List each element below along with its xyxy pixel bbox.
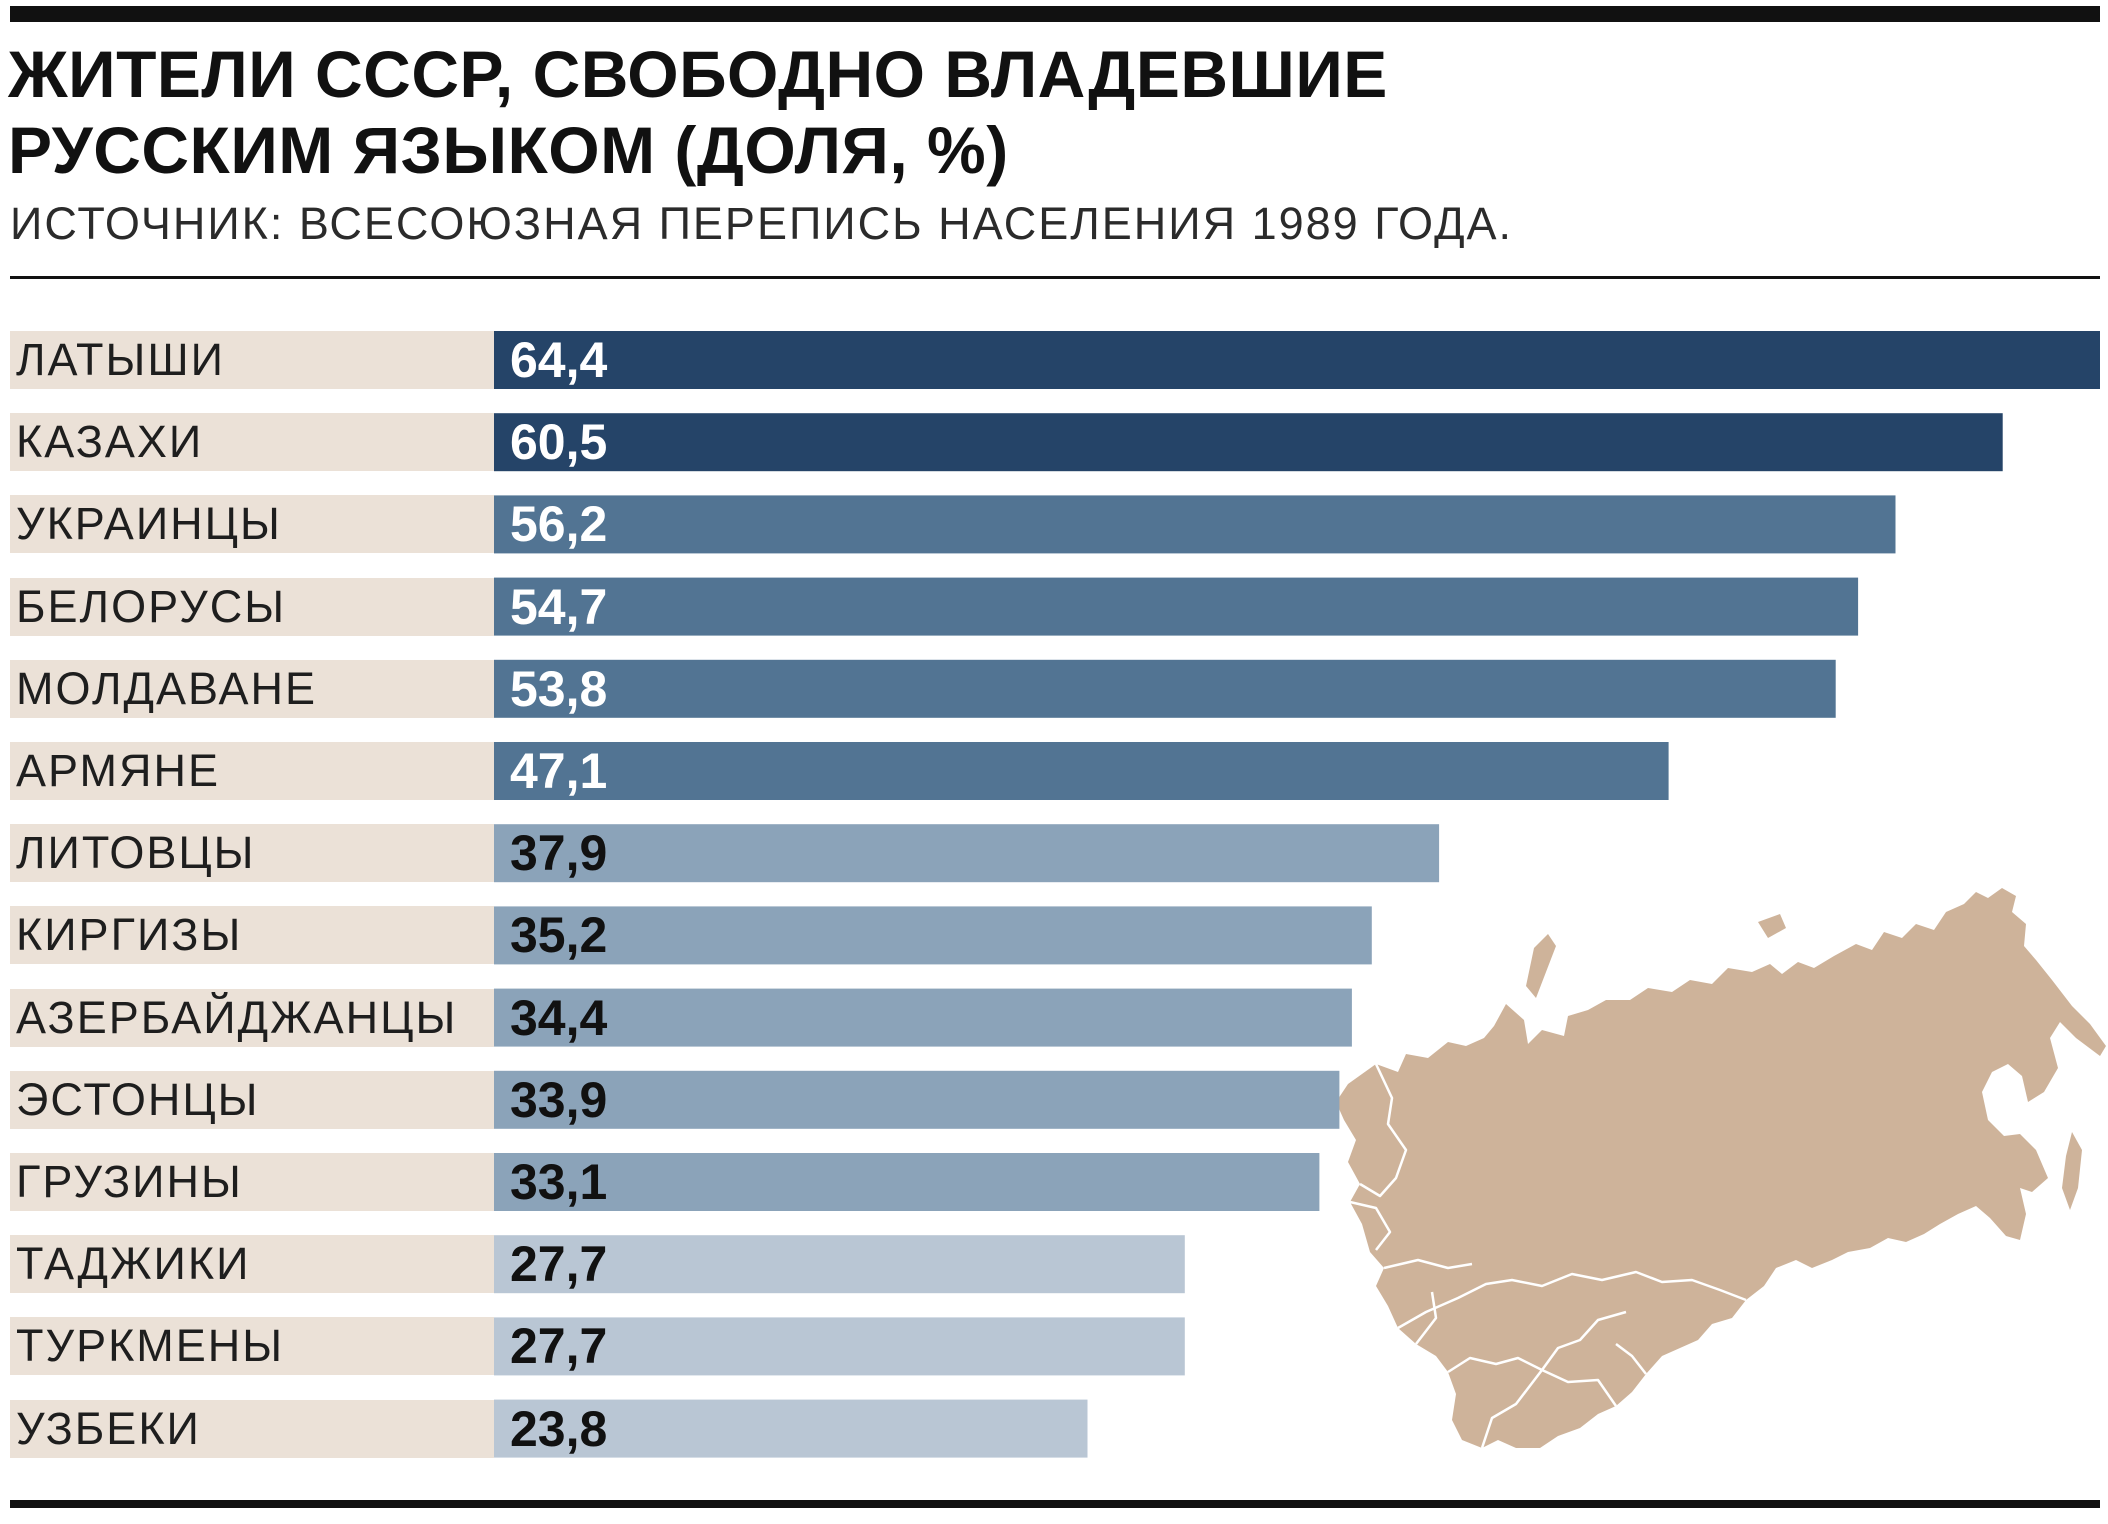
category-label: МОЛДАВАНЕ [16,662,318,714]
row-label-background [10,906,494,965]
category-label: КИРГИЗЫ [16,909,243,961]
row-label-background [10,988,494,1047]
republic-borders [1349,1063,1747,1448]
row-label-background [10,742,494,800]
chart-title-line-1: ЖИТЕЛИ СССР, СВОБОДНО ВЛАДЕВШИЕ [8,37,1388,111]
bars-layer [494,331,2100,1458]
row-label-background [10,1153,494,1211]
bar [494,659,1836,718]
row-label-background [10,413,494,472]
bar-value-label: 56,2 [510,496,608,553]
category-label: ТАДЖИКИ [16,1238,251,1290]
bar-value-label: 27,7 [510,1236,608,1293]
category-label: УКРАИНЦЫ [16,498,282,550]
bar [494,988,1352,1047]
chart-source: ИСТОЧНИК: ВСЕСОЮЗНАЯ ПЕРЕПИСЬ НАСЕЛЕНИЯ … [10,198,1514,249]
top-rule [10,6,2100,22]
chart-title: ЖИТЕЛИ СССР, СВОБОДНО ВЛАДЕВШИЕ РУССКИМ … [8,36,1388,188]
bar [494,495,1896,554]
bar [494,1399,1088,1458]
bar-value-label: 53,8 [510,660,608,717]
category-label: КАЗАХИ [16,416,204,468]
chart-title-line-2: РУССКИМ ЯЗЫКОМ (ДОЛЯ, %) [8,113,1009,187]
bar-value-label: 23,8 [510,1400,608,1457]
category-label: ГРУЗИНЫ [16,1156,243,1207]
bar [494,1235,1185,1294]
row-label-background [10,331,494,389]
bar-value-label: 33,9 [510,1071,608,1128]
row-label-background [10,577,494,636]
row-label-background [10,495,494,554]
bar-value-label: 37,9 [510,825,608,882]
bottom-rule [10,1500,2100,1508]
bar [494,824,1440,883]
category-label: ЛИТОВЦЫ [16,827,256,879]
row-label-background [10,1070,494,1129]
bar [494,1153,1320,1211]
sakhalin-shape [2062,1132,2082,1210]
bar-value-label: 27,7 [510,1318,608,1375]
bar-value-label: 60,5 [510,414,608,471]
bar [494,577,1859,636]
bar-value-label: 34,4 [510,989,608,1046]
bar-value-label: 64,4 [510,332,608,388]
ussr-map-shape [1336,888,2106,1448]
row-label-background [10,824,494,883]
bar [494,1070,1340,1129]
category-label: ТУРКМЕНЫ [16,1320,285,1372]
row-label-background [10,1399,494,1458]
northern-islands-shape [1758,914,1786,938]
row-label-background [10,659,494,718]
bar-value-label: 47,1 [510,743,608,799]
novaya-zemlya-shape [1526,934,1556,998]
category-label: БЕЛОРУСЫ [16,580,287,632]
row-label-background [10,1317,494,1376]
category-label: ЛАТЫШИ [16,334,225,385]
bar [494,1317,1185,1376]
row-label-background [10,1235,494,1294]
bar [494,742,1669,800]
bar-value-label: 35,2 [510,907,608,964]
ussr-map-icon [1336,888,2106,1448]
category-label: ЭСТОНЦЫ [16,1073,260,1125]
header-divider [10,276,2100,279]
bar-value-label: 33,1 [510,1154,608,1210]
category-label: АРМЯНЕ [16,745,221,796]
category-label: АЗЕРБАЙДЖАНЦЫ [16,991,458,1043]
bar-value-label: 54,7 [510,578,608,635]
bar [494,413,2003,472]
category-label: УЗБЕКИ [16,1402,201,1454]
bar [494,906,1372,965]
bar [494,331,2100,389]
